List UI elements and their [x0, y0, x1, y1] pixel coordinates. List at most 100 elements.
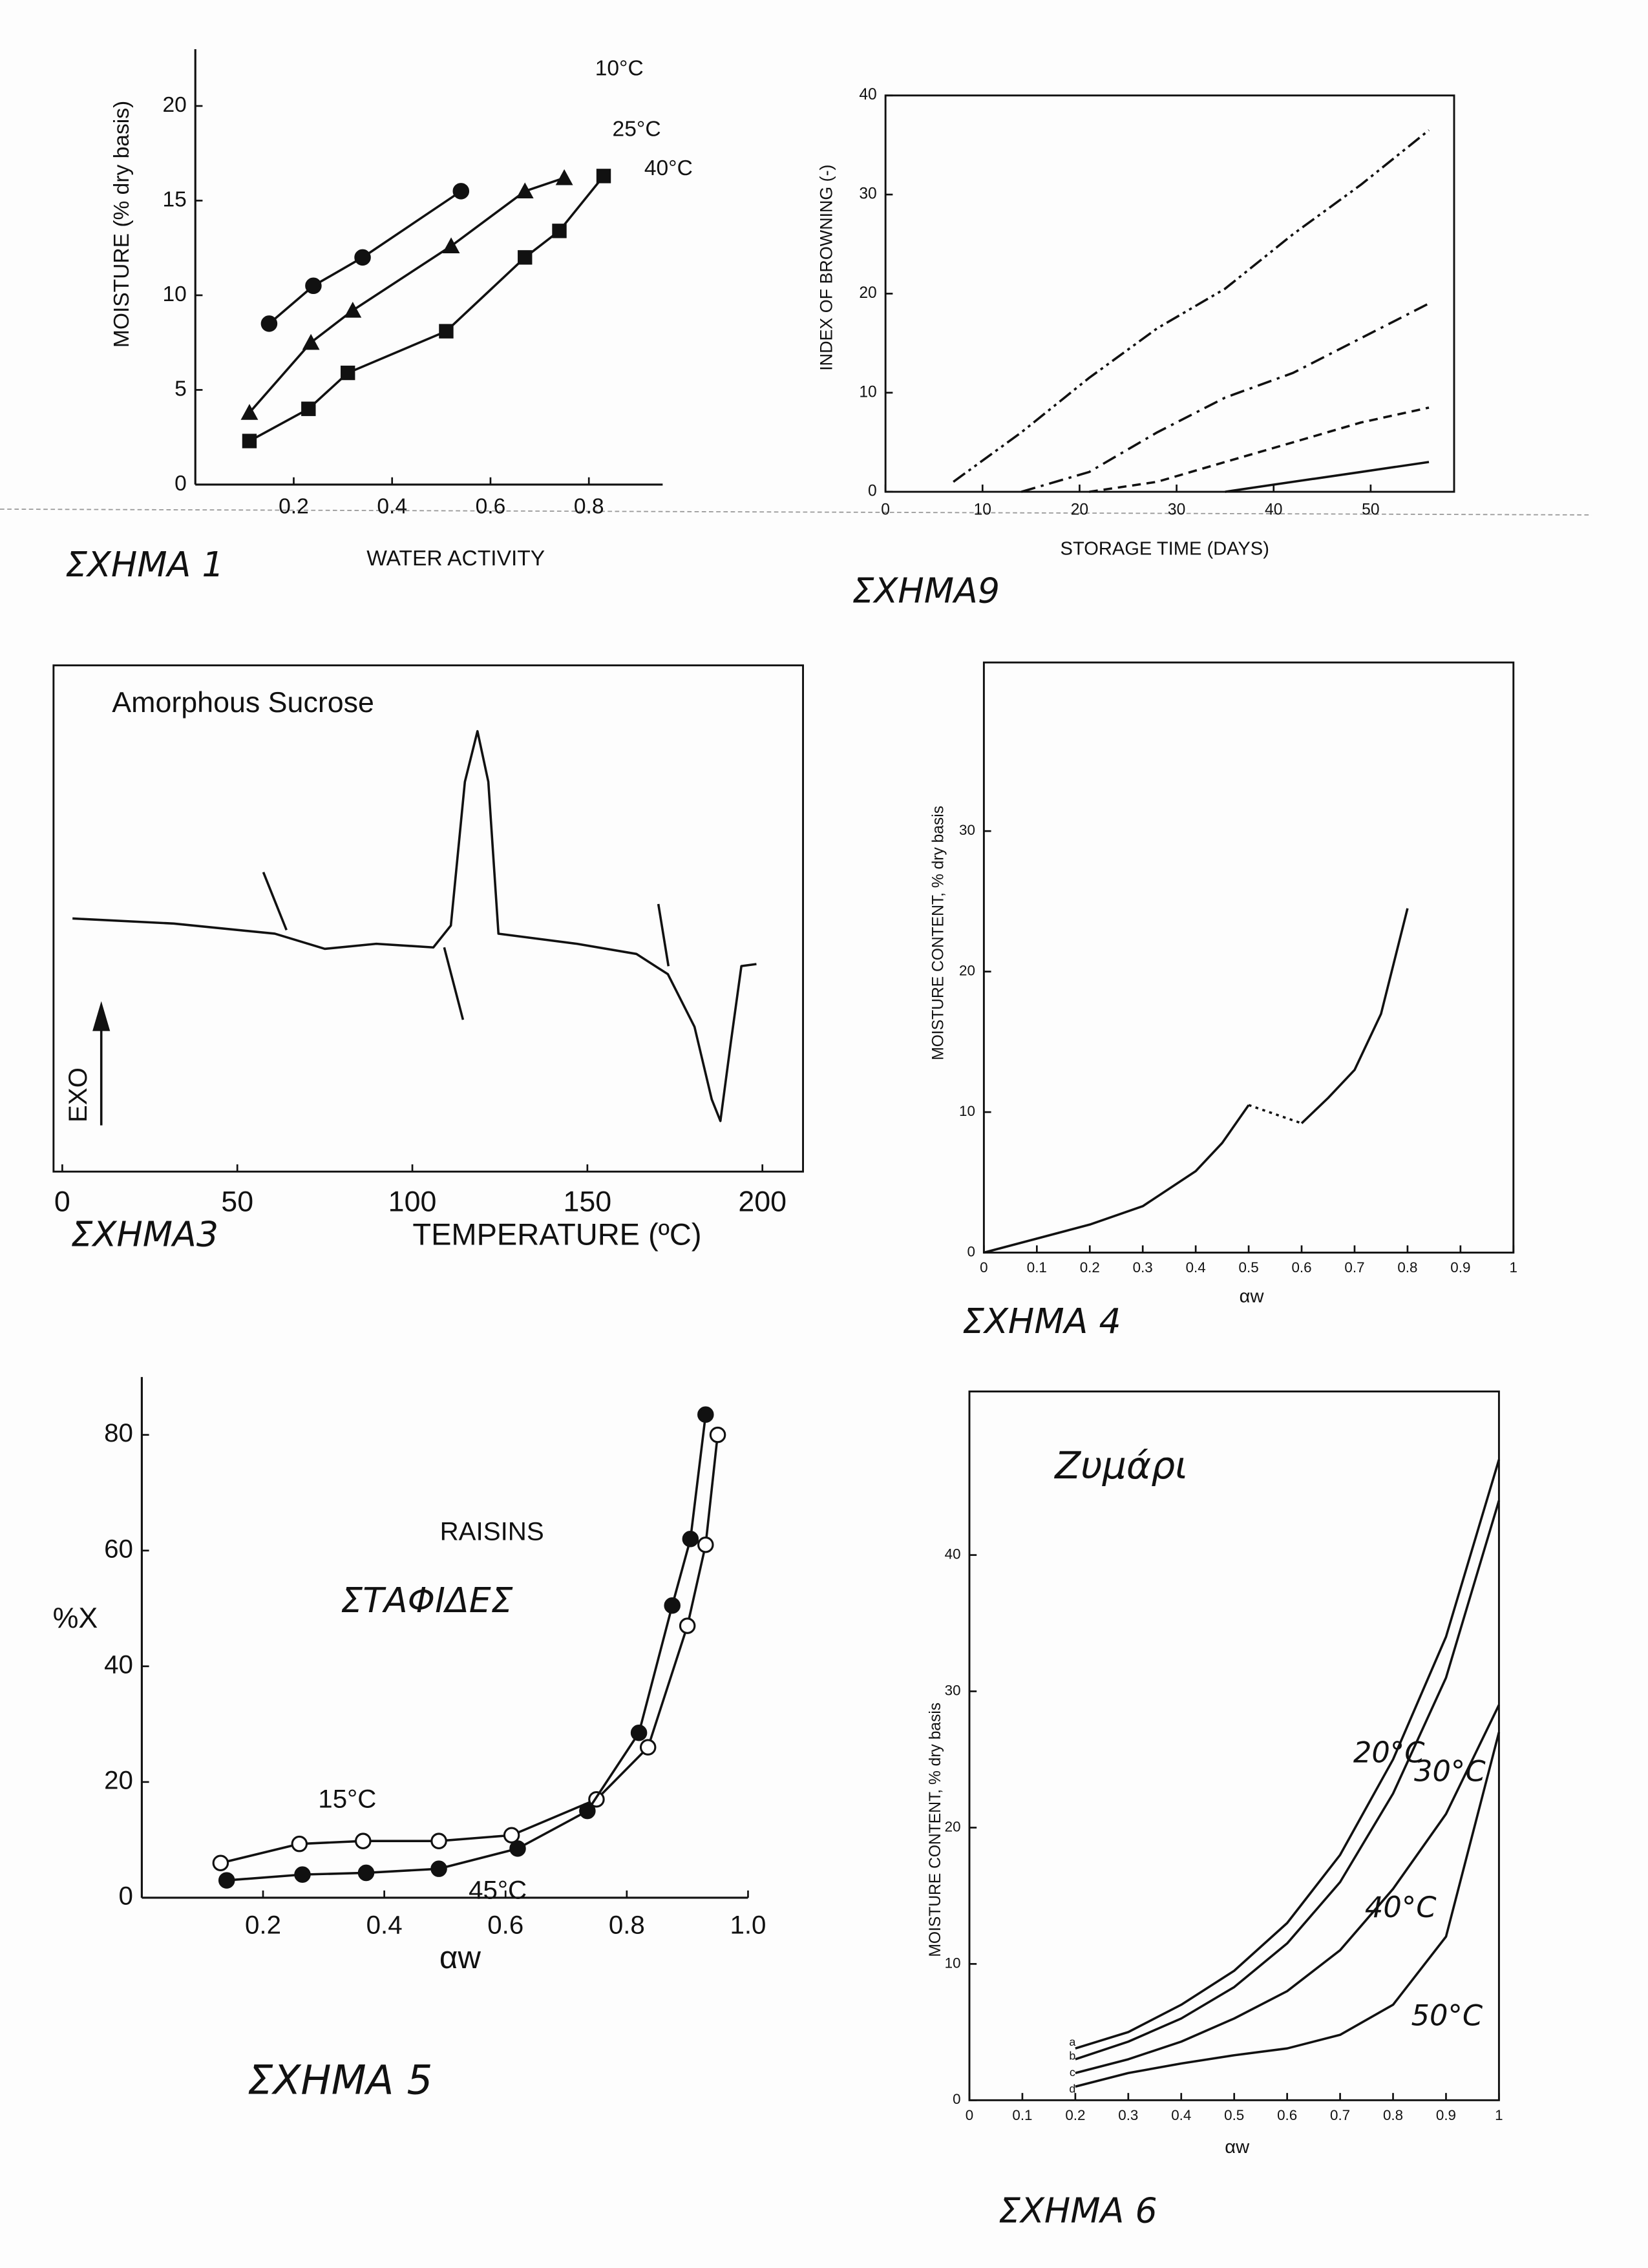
series-line: [1248, 1104, 1302, 1125]
series-label: 20°C: [1353, 1735, 1425, 1769]
series-label: 30°C: [1414, 1754, 1486, 1788]
y-tick-label: 10: [859, 383, 876, 401]
x-tick-label: 0.6: [1291, 1259, 1311, 1276]
subtitle: ΣΤΑΦΙΔΕΣ: [341, 1580, 512, 1621]
series-tag: a: [1069, 2035, 1075, 2048]
y-tick-label: 20: [859, 284, 876, 302]
y-tick-label: 40: [945, 1546, 961, 1562]
series-tag: d: [1069, 2082, 1075, 2095]
plot-frame: [52, 664, 804, 1173]
marker: [355, 1832, 372, 1849]
x-tick-label: 50: [1362, 501, 1379, 519]
x-tick-label: 0.9: [1450, 1259, 1470, 1276]
x-tick-label: 0.8: [574, 495, 604, 519]
marker: [503, 1827, 520, 1843]
marker: [439, 324, 454, 339]
y-tick-label: 20: [959, 963, 975, 979]
caption: ΣΧΗΜΑ 5: [248, 2057, 432, 2104]
title: Amorphous Sucrose: [112, 686, 374, 719]
x-tick-label: 0: [966, 2107, 973, 2123]
x-tick-label: 0: [881, 501, 890, 519]
x-tick-label: 0.4: [366, 1910, 403, 1939]
marker: [516, 182, 534, 199]
y-tick-label: 40: [104, 1650, 133, 1679]
marker: [301, 401, 316, 416]
marker: [555, 169, 573, 185]
y-tick-label: 0: [953, 2091, 960, 2107]
caption: ΣΧΗΜΑ3: [71, 1214, 218, 1255]
marker: [697, 1536, 714, 1553]
series-line: [1225, 461, 1430, 493]
chart: 0 50 100 150 200 Amorphous Sucrose EXO TEMPERAT…: [52, 664, 804, 1255]
series-label: 45°C: [469, 1876, 527, 1905]
series-label: 50°C: [1411, 1999, 1483, 2033]
x-tick-label: 0.4: [1186, 1259, 1206, 1276]
marker: [218, 1872, 235, 1889]
series-label: 10°C: [595, 56, 644, 80]
x-tick-label: 30: [1168, 501, 1185, 519]
marker: [260, 315, 278, 332]
marker: [682, 1531, 699, 1548]
x-tick-label: 0.2: [245, 1910, 281, 1939]
series-label: 15°C: [318, 1785, 376, 1814]
y-tick-label: 10: [959, 1103, 975, 1119]
x-label: STORAGE TIME (DAYS): [1061, 538, 1269, 559]
series-line: [1075, 1500, 1501, 2061]
x-tick-label: 0.7: [1344, 1259, 1364, 1276]
series-line: [1020, 302, 1430, 493]
y-tick-label: 20: [945, 1818, 961, 1834]
x-tick-label: 0.8: [1383, 2107, 1403, 2123]
marker: [630, 1724, 648, 1741]
marker: [664, 1597, 681, 1614]
x-tick-label: 0.9: [1436, 2107, 1456, 2123]
x-tick-label: 0.5: [1224, 2107, 1244, 2123]
x-label: TEMPERATURE (ºC): [412, 1217, 701, 1251]
x-label: αw: [1225, 2137, 1250, 2158]
x-tick-label: 0.8: [1397, 1259, 1417, 1276]
y-label: MOISTURE (% dry basis): [110, 101, 134, 348]
series-tag: c: [1070, 2066, 1075, 2079]
series-line: [983, 908, 1409, 1254]
transition-arrow: [443, 947, 465, 1020]
x-tick-label: 0.5: [1239, 1259, 1259, 1276]
series-line: [248, 176, 565, 414]
marker: [242, 434, 257, 448]
x-tick-label: 0.6: [1277, 2107, 1297, 2123]
y-label: MOISTURE CONTENT, % dry basis: [929, 806, 947, 1060]
series-label: 25°C: [613, 117, 661, 141]
x-tick-label: 0: [54, 1185, 70, 1217]
y-tick-label: 0: [119, 1882, 133, 1911]
marker: [709, 1426, 726, 1444]
marker: [552, 224, 567, 238]
series-line: [1075, 1704, 1501, 2074]
x-label: WATER ACTIVITY: [366, 547, 545, 571]
x-tick-label: 0.1: [1027, 1259, 1047, 1276]
series-line: [1075, 1732, 1501, 2088]
x-tick-label: 0.2: [279, 495, 309, 519]
series-line: [226, 1414, 707, 1882]
plot-frame: [884, 94, 1455, 493]
x-tick-label: 0.1: [1012, 2107, 1032, 2123]
y-tick-label: 40: [859, 86, 876, 103]
x-tick-label: 0.2: [1080, 1259, 1100, 1276]
caption: ΣΧΗΜΑ 4: [962, 1301, 1121, 1341]
y-tick-label: 10: [945, 1955, 961, 1971]
annotation: EXO: [63, 1067, 92, 1122]
x-tick-label: 100: [388, 1185, 437, 1217]
marker: [344, 301, 362, 318]
y-tick-label: 0: [868, 483, 877, 500]
marker: [357, 1864, 375, 1882]
marker: [518, 250, 533, 265]
x-tick-label: 0: [980, 1259, 988, 1276]
marker: [341, 365, 355, 381]
series-line: [1075, 1459, 1501, 2050]
marker: [639, 1739, 657, 1756]
caption: ΣΧΗΜΑ 6: [998, 2190, 1157, 2231]
x-tick-label: 1: [1510, 1259, 1517, 1276]
series-line: [268, 190, 462, 325]
y-tick-label: 5: [174, 377, 187, 401]
title: RAISINS: [440, 1517, 544, 1546]
y-tick-label: 80: [104, 1418, 133, 1447]
y-label: %X: [53, 1602, 98, 1634]
